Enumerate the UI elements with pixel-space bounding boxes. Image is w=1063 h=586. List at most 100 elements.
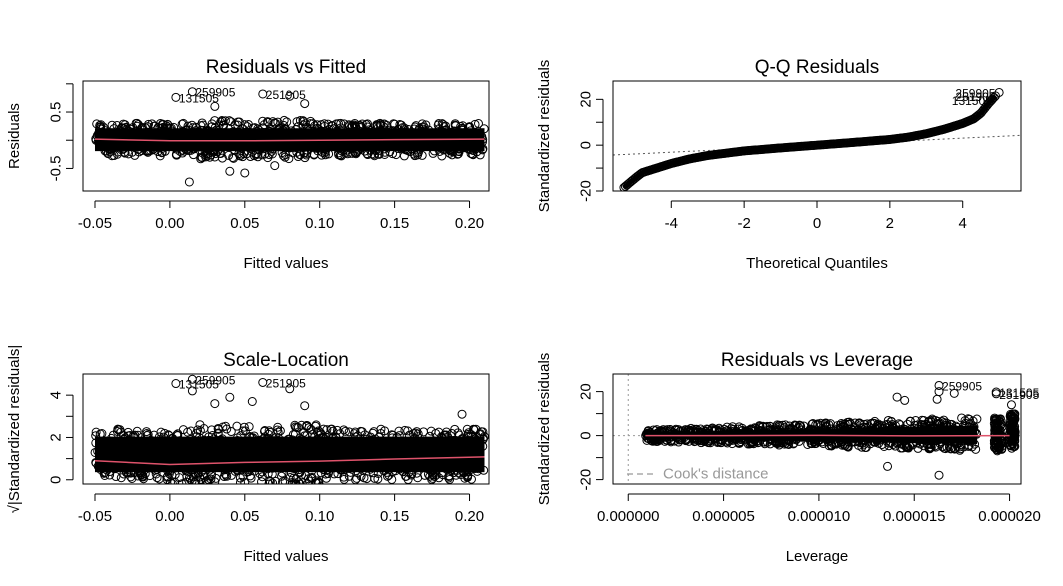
outlier-point [949,388,959,398]
point [464,466,474,476]
point [408,129,418,139]
point [259,120,269,130]
point [473,119,483,129]
point [755,421,765,431]
x-tick-label: 0.000015 [883,508,946,525]
point [317,127,327,137]
point [254,145,264,155]
point [370,473,380,483]
point [201,143,211,153]
panel-4: Residuals vs Leverage Leverage Standardize… [536,350,1041,565]
point [441,133,451,143]
point [214,144,224,154]
point [99,439,109,449]
point [264,150,274,160]
point [116,427,126,437]
point [361,450,371,460]
point [269,118,279,128]
x-axis-label: Leverage [786,548,849,565]
point [164,134,174,144]
point [304,476,314,484]
point [474,129,484,139]
point [91,427,101,437]
point [300,119,310,129]
point [207,122,217,132]
point [287,442,297,452]
point [179,146,189,156]
outlier-point [285,91,295,101]
y-tick-label: 0 [48,476,65,484]
point [302,444,312,454]
point [472,147,482,157]
point [151,443,161,453]
point [902,443,912,453]
point-cluster [1010,409,1020,419]
point [258,129,268,139]
point [344,471,354,481]
point [159,432,169,442]
point [236,431,246,441]
point [193,469,203,479]
point [158,141,168,151]
point [183,427,193,437]
point [311,421,321,431]
point [255,468,265,478]
point [404,430,414,440]
point [174,436,184,446]
y-tick-label: -20 [578,180,595,202]
point [296,129,306,139]
point [196,456,206,466]
x-tick-label: -0.05 [78,508,112,525]
point [107,120,117,130]
x-tick-label: 0.00 [155,215,184,232]
points-mass [641,409,1020,456]
point [454,459,464,469]
point [369,460,379,470]
point [216,435,226,445]
point [200,438,210,448]
point [187,120,197,130]
point [304,457,314,467]
point [226,427,236,437]
point [260,143,270,153]
point-cluster [991,420,1001,430]
point [264,479,274,484]
smooth-line [94,456,485,466]
point [111,441,121,451]
point [268,478,278,484]
point [293,477,303,484]
point [471,143,481,153]
point [438,120,448,130]
point [127,473,137,483]
point [230,145,240,155]
point [339,474,349,484]
point [277,468,287,478]
point [119,469,129,479]
point [278,477,288,484]
point [219,465,229,475]
point [163,441,173,451]
point [310,121,320,131]
point [344,120,354,130]
x-tick-label: 0 [813,215,821,232]
x-tick-label: 0.05 [230,215,259,232]
point [297,435,307,445]
point [372,456,382,466]
outlier-point [187,374,197,384]
point [165,477,175,484]
outlier-point [883,461,893,471]
point [311,143,321,153]
point [300,153,310,163]
point [96,129,106,139]
point [453,128,463,138]
y-tick-label: 20 [578,91,595,108]
point [105,466,115,476]
point [205,465,215,475]
point [281,460,291,470]
point [92,119,102,129]
point [238,471,248,481]
point [387,433,397,443]
point [178,130,188,140]
point [439,430,449,440]
point [325,447,335,457]
